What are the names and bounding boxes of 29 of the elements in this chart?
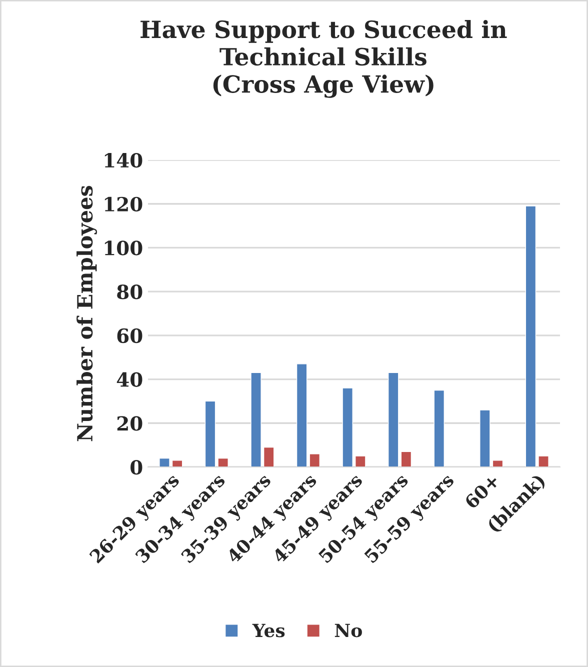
bar <box>218 458 228 467</box>
chart-title: Have Support to Succeed in Technical Skills (Cross Age View) <box>140 20 507 98</box>
bar <box>204 400 216 467</box>
bar <box>172 460 183 467</box>
bar <box>355 456 366 467</box>
y-tick-label: 20 <box>117 416 142 431</box>
y-axis-title: Number of Employees <box>76 186 97 442</box>
bar <box>263 446 274 467</box>
bar <box>480 410 490 467</box>
y-tick-label: 40 <box>116 372 142 387</box>
bar <box>434 390 445 467</box>
bar <box>159 458 170 467</box>
bar <box>296 364 308 467</box>
bar <box>250 372 262 467</box>
y-tick-label: 100 <box>104 240 142 256</box>
y-tick-label: 60 <box>117 328 142 344</box>
bar <box>342 388 353 467</box>
y-tick-label: 140 <box>104 152 142 168</box>
y-tick-label: 0 <box>130 460 142 475</box>
bar <box>538 456 549 467</box>
y-tick-label: 80 <box>117 284 142 300</box>
y-tick-label: 120 <box>104 196 142 212</box>
bar <box>388 372 399 467</box>
bar <box>309 453 320 467</box>
bar <box>492 460 504 467</box>
bar <box>525 206 536 467</box>
legend-label: Yes <box>252 624 285 638</box>
legend-label: No <box>334 624 362 638</box>
bar <box>400 451 412 467</box>
